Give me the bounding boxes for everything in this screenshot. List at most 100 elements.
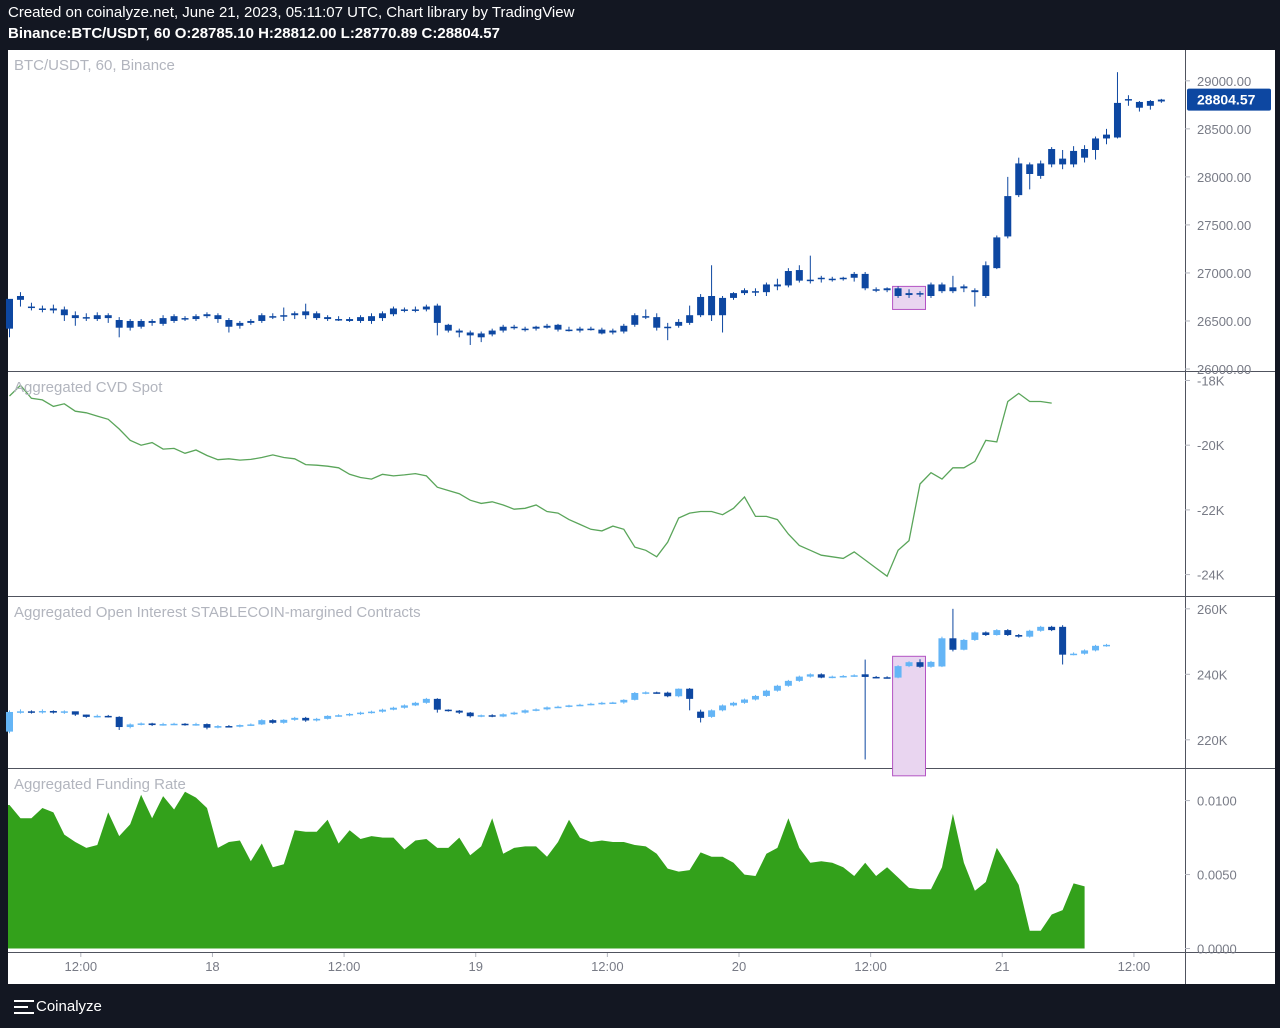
oi-candle [993,630,1001,636]
oi-candle [817,674,825,678]
x-tick-label: 18 [205,959,219,974]
price-candle [872,289,880,291]
price-candle [1113,102,1121,138]
oi-candle [1048,626,1056,631]
price-candle [664,326,672,329]
price-candle [115,320,123,328]
oi-candle [302,717,310,721]
price-candle [280,315,288,317]
oi-candle [971,632,979,640]
oi-candle [71,711,79,715]
cvd-series-line [9,384,1052,578]
price-candle [598,329,606,334]
pane-title: Aggregated CVD Spot [14,379,163,396]
x-tick-label: 12:00 [1118,959,1151,974]
oi-candle [653,692,661,694]
price-candle [708,295,716,316]
y-tick-label: 29000.00 [1197,74,1251,89]
price-candle [927,284,935,296]
brand-name: Coinalyze [36,998,102,1015]
price-candle [159,318,167,324]
brand-logo[interactable]: Coinalyze [14,998,102,1015]
price-candle [170,316,178,321]
oi-candle [346,713,354,716]
price-candle [1026,164,1034,174]
oi-candle [181,723,189,726]
oi-candle [148,723,156,726]
price-candle [850,273,858,278]
price-candle [148,320,156,323]
oi-candle [368,711,376,714]
price-candle [916,293,924,295]
price-candle [6,298,13,329]
oi-candle [631,692,639,700]
oi-candle [587,703,595,706]
oi-candle [784,680,792,686]
oi-candle [93,715,101,718]
oi-candle [433,698,441,710]
last-price-badge [1187,88,1271,111]
price-candle [1124,99,1132,101]
oi-candle [324,715,332,719]
oi-candle [905,662,913,667]
price-candle [839,277,847,280]
price-candle [1048,149,1056,165]
oi-candle [170,723,178,726]
price-candle [181,318,189,320]
x-tick-label: 21 [995,959,1009,974]
price-candle [49,308,57,311]
oi-candle [466,712,474,717]
price-candle [719,297,727,316]
oi-candle [1015,635,1023,637]
chart-header-line1: Created on coinalyze.net, June 21, 2023,… [8,4,575,21]
oi-candle [137,723,145,725]
oi-candle [488,715,496,717]
price-candle [313,313,321,319]
oi-candle [1070,653,1078,656]
price-candle [894,288,902,296]
price-candle [60,309,68,316]
price-candle [565,329,573,332]
oi-candle [115,716,123,728]
x-tick-label: 12:00 [328,959,361,974]
oi-candle [269,720,277,723]
price-candle [346,319,354,321]
oi-candle [225,726,233,728]
oi-candle [916,662,924,667]
price-candle [1059,158,1067,165]
price-candle [258,315,266,321]
oi-candle [378,709,386,712]
price-candle [1103,134,1110,139]
oi-candle [938,638,946,667]
price-candle [817,277,825,280]
oi-candle [60,711,68,713]
price-candle [1015,163,1023,196]
price-candle [466,332,474,336]
price-candle [653,317,661,328]
price-candle [82,317,90,319]
price-candle [444,324,452,331]
y-tick-label: 27000.00 [1197,266,1251,281]
price-candle [587,328,595,331]
price-candle [126,320,134,328]
price-candle [1037,163,1045,176]
oi-candle [708,710,716,717]
coinalyze-logo-icon [14,999,34,1014]
oi-candle [609,702,617,704]
oi-candle [521,710,529,713]
y-tick-label: 0.0100 [1197,794,1237,809]
price-candle [1004,196,1012,237]
y-tick-label: 0.0050 [1197,868,1237,883]
oi-candle [192,724,200,726]
price-candle [433,305,441,323]
price-candle [477,333,485,338]
price-candle [236,322,244,326]
price-candle [883,288,891,291]
price-candle [368,316,376,321]
price-candle [576,328,584,331]
price-candle [620,325,628,332]
oi-candle [389,707,397,710]
price-candle [631,315,639,325]
oi-candle [982,632,990,636]
chart-canvas[interactable]: 29000.00 28500.00 28000.00 27500.00 27000.00… [0,0,1280,984]
